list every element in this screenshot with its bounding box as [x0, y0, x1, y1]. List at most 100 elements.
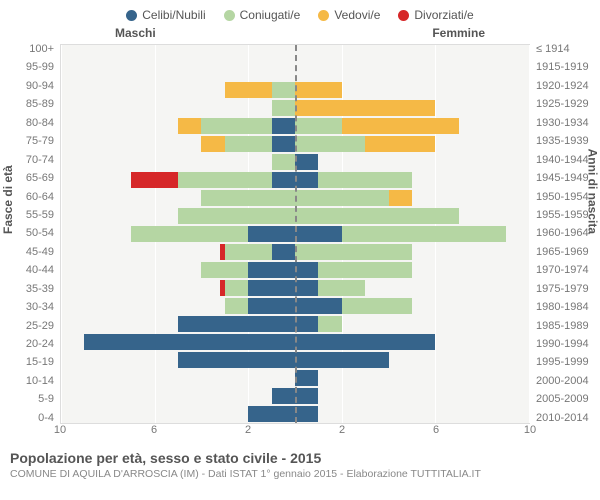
- female-bar: [295, 226, 529, 242]
- bar-segment: [178, 208, 295, 224]
- bar-segment: [248, 406, 295, 422]
- bar-segment: [201, 136, 224, 152]
- age-label: 35-39: [0, 284, 54, 295]
- age-label: 15-19: [0, 357, 54, 368]
- legend-swatch: [224, 10, 235, 21]
- birth-year-label: ≤ 1914: [536, 44, 600, 55]
- x-tick-label: 10: [54, 424, 66, 436]
- female-bar: [295, 280, 529, 296]
- female-bar: [295, 388, 529, 404]
- legend-label: Vedovi/e: [334, 8, 380, 22]
- female-bar: [295, 370, 529, 386]
- male-bar: [61, 388, 295, 404]
- bar-segment: [272, 388, 295, 404]
- y-right-axis-title: Anni di nascita: [585, 149, 599, 234]
- bar-segment: [225, 280, 248, 296]
- bar-segment: [295, 190, 389, 206]
- male-bar: [61, 298, 295, 314]
- x-tick-label: 2: [245, 424, 251, 436]
- female-bar: [295, 352, 529, 368]
- bar-segment: [248, 226, 295, 242]
- bar-segment: [318, 172, 412, 188]
- legend-item: Coniugati/e: [224, 8, 301, 22]
- male-bar: [61, 352, 295, 368]
- x-tick-label: 6: [433, 424, 439, 436]
- bar-segment: [295, 298, 342, 314]
- bar-segment: [225, 82, 272, 98]
- female-bar: [295, 316, 529, 332]
- male-bar: [61, 316, 295, 332]
- bar-segment: [295, 352, 389, 368]
- bar-segment: [248, 280, 295, 296]
- birth-year-label: 1995-1999: [536, 357, 600, 368]
- y-axis-age-labels: 100+95-9990-9485-8980-8475-7970-7465-696…: [0, 44, 60, 424]
- x-tick-label: 2: [339, 424, 345, 436]
- male-bar: [61, 244, 295, 260]
- bar-segment: [178, 316, 295, 332]
- bar-segment: [201, 118, 271, 134]
- bar-segment: [295, 316, 318, 332]
- female-bar: [295, 154, 529, 170]
- legend-item: Divorziati/e: [398, 8, 473, 22]
- birth-year-label: 1930-1934: [536, 118, 600, 129]
- age-label: 90-94: [0, 81, 54, 92]
- birth-year-label: 1990-1994: [536, 339, 600, 350]
- bar-segment: [295, 118, 342, 134]
- birth-year-label: 1970-1974: [536, 265, 600, 276]
- male-bar: [61, 208, 295, 224]
- bar-segment: [342, 298, 412, 314]
- bar-segment: [248, 262, 295, 278]
- birth-year-label: 1935-1939: [536, 136, 600, 147]
- female-bar: [295, 136, 529, 152]
- bar-segment: [295, 82, 342, 98]
- female-bar: [295, 172, 529, 188]
- bar-segment: [295, 262, 318, 278]
- male-bar: [61, 226, 295, 242]
- female-bar: [295, 298, 529, 314]
- plot-area: Fasce di età Anni di nascita 100+ 95-99 90…: [0, 44, 600, 424]
- female-bar: [295, 100, 529, 116]
- birth-year-label: 1915-1919: [536, 62, 600, 73]
- female-bar: [295, 244, 529, 260]
- bar-segment: [318, 280, 365, 296]
- male-header: Maschi: [115, 26, 156, 40]
- female-bar: [295, 208, 529, 224]
- chart-title: Popolazione per età, sesso e stato civil…: [10, 450, 590, 466]
- bar-segment: [295, 226, 342, 242]
- birth-year-label: 2005-2009: [536, 394, 600, 405]
- bar-segment: [318, 262, 412, 278]
- chart-footer: Popolazione per età, sesso e stato civil…: [0, 444, 600, 480]
- legend-item: Vedovi/e: [318, 8, 380, 22]
- birth-year-label: 1920-1924: [536, 81, 600, 92]
- legend-swatch: [318, 10, 329, 21]
- birth-year-label: 2010-2014: [536, 413, 600, 424]
- age-label: 100+: [0, 44, 54, 55]
- bar-segment: [295, 154, 318, 170]
- age-label: 95-99: [0, 62, 54, 73]
- bar-segment: [131, 172, 178, 188]
- bar-segment: [272, 82, 295, 98]
- age-label: 70-74: [0, 155, 54, 166]
- center-divider: [295, 45, 297, 423]
- female-bar: [295, 46, 529, 62]
- age-label: 75-79: [0, 136, 54, 147]
- population-pyramid-chart: Celibi/Nubili Coniugati/e Vedovi/e Divorzia…: [0, 0, 600, 500]
- bar-segment: [201, 262, 248, 278]
- birth-year-label: 1980-1984: [536, 302, 600, 313]
- bar-segment: [272, 118, 295, 134]
- legend-item: Celibi/Nubili: [126, 8, 205, 22]
- male-bar: [61, 136, 295, 152]
- male-bar: [61, 82, 295, 98]
- bar-segment: [295, 208, 459, 224]
- age-label: 25-29: [0, 321, 54, 332]
- bar-segment: [272, 172, 295, 188]
- male-bar: [61, 64, 295, 80]
- male-bar: [61, 334, 295, 350]
- y-left-axis-title: Fasce di età: [1, 165, 15, 234]
- legend-swatch: [398, 10, 409, 21]
- bar-segment: [295, 280, 318, 296]
- female-header: Femmine: [432, 26, 485, 40]
- bar-segment: [84, 334, 295, 350]
- male-bar: [61, 190, 295, 206]
- male-bar: [61, 280, 295, 296]
